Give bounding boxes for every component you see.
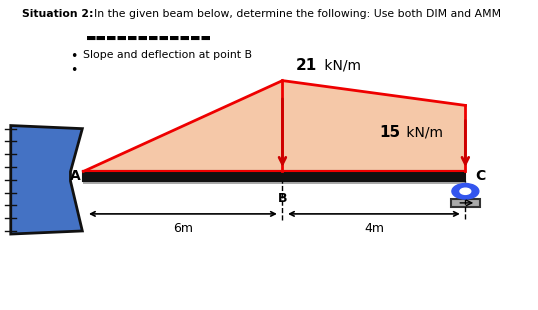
Polygon shape	[83, 81, 282, 171]
Text: kN/m: kN/m	[402, 125, 443, 139]
Text: 6m: 6m	[173, 222, 193, 235]
Polygon shape	[282, 81, 465, 171]
Text: ▬▬▬▬▬▬▬▬▬▬▬▬: ▬▬▬▬▬▬▬▬▬▬▬▬	[86, 33, 212, 42]
Text: In the given beam below, determine the following: Use both DIM and AMM: In the given beam below, determine the f…	[94, 9, 501, 19]
Text: 4m: 4m	[364, 222, 384, 235]
Text: B: B	[278, 192, 287, 205]
Circle shape	[460, 188, 471, 194]
Text: C: C	[475, 169, 485, 184]
Circle shape	[452, 184, 479, 199]
Text: •: •	[70, 50, 77, 63]
Text: A: A	[70, 169, 81, 184]
Bar	[83, 171, 465, 181]
Text: Situation 2:: Situation 2:	[22, 9, 93, 19]
Text: kN/m: kN/m	[320, 59, 361, 73]
Bar	[450, 199, 480, 207]
Text: 15: 15	[379, 125, 400, 140]
Text: •: •	[70, 64, 77, 77]
Polygon shape	[11, 126, 82, 234]
Text: 21: 21	[296, 58, 317, 73]
Text: Slope and deflection at point B: Slope and deflection at point B	[83, 50, 252, 60]
Bar	[83, 180, 465, 184]
